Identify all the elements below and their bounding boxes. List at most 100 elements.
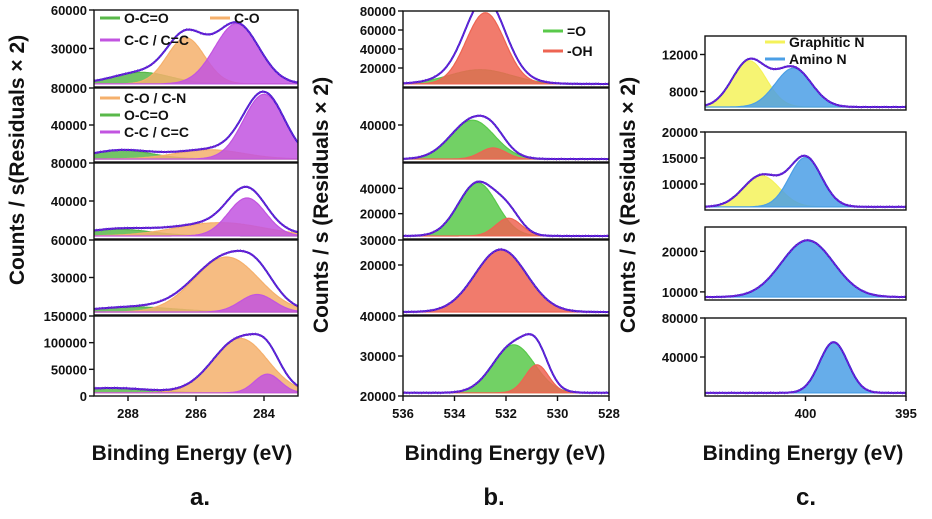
y-tick-label: 30000 — [360, 233, 396, 248]
plot-area — [705, 238, 906, 299]
x-tick-label: 530 — [547, 406, 569, 421]
y-tick-label: 80000 — [51, 156, 87, 171]
plot-area — [403, 11, 609, 86]
plot-area — [94, 332, 298, 394]
legend-label: =O — [567, 23, 586, 39]
raw-data-line — [705, 154, 906, 209]
subplot-b-4: 20000 30000 — [360, 233, 610, 316]
subplot-frame — [704, 131, 907, 211]
plot-area — [94, 20, 298, 85]
subplot-a-1: 30000 60000 O-C=O C-O C-C / C=C — [51, 3, 299, 88]
raw-data-line — [705, 238, 906, 299]
raw-data-line — [94, 249, 298, 311]
y-tick-label: 40000 — [360, 181, 396, 196]
x-tick-label: 284 — [253, 406, 275, 421]
y-tick-label: 15000 — [662, 151, 698, 166]
subplot-c-3: 10000 20000 — [662, 226, 907, 301]
x-tick-label: 400 — [795, 406, 817, 421]
raw-data-line — [403, 11, 609, 86]
y-tick-label: 80000 — [360, 4, 396, 19]
y-tick-label: 30000 — [360, 349, 396, 364]
raw-data-line — [403, 180, 609, 238]
legend-label: Amino N — [789, 51, 847, 67]
legend-label: C-O — [234, 10, 260, 26]
legend-label: O-C=O — [124, 10, 169, 26]
y-tick-label: 80000 — [662, 311, 698, 326]
plot-area — [705, 340, 906, 395]
plot-area — [705, 57, 906, 109]
panel-b: 20000 40000 60000 80000 =O -OH 40000 20000 40000… — [310, 4, 620, 511]
y-tick-label: 30000 — [51, 42, 87, 57]
envelope-line — [705, 341, 906, 394]
x-tick-label: 288 — [117, 406, 139, 421]
y-tick-label: 40000 — [51, 194, 87, 209]
legend-label: C-C / C=C — [124, 32, 189, 48]
x-tick-label: 286 — [185, 406, 207, 421]
y-tick-label: 10000 — [662, 285, 698, 300]
plot-area — [403, 114, 609, 161]
subplot-a-5: 0 50000 100000 150000 — [44, 309, 299, 404]
y-tick-label: 40000 — [51, 118, 87, 133]
y-tick-label: 40000 — [360, 42, 396, 57]
plot-area — [403, 332, 609, 395]
x-axis-label: Binding Energy (eV) — [703, 442, 904, 465]
raw-data-line — [403, 247, 609, 314]
y-tick-label: 20000 — [360, 258, 396, 273]
subplot-b-3: 20000 40000 — [360, 162, 610, 240]
plot-area — [705, 154, 906, 209]
legend-label: O-C=O — [124, 107, 169, 123]
y-tick-label: 12000 — [662, 48, 698, 63]
subplot-b-1: 20000 40000 60000 80000 =O -OH — [360, 4, 610, 88]
subplot-frame — [704, 226, 907, 301]
x-tick-label: 395 — [895, 406, 917, 421]
y-tick-label: 40000 — [360, 118, 396, 133]
panel-letter: c. — [796, 484, 816, 511]
raw-data-line — [94, 20, 298, 84]
subplot-a-2: 40000 80000 C-O / C-NO-C=OC-C / C=C — [51, 81, 299, 163]
y-tick-label: 50000 — [51, 362, 87, 377]
subplot-c-4: 40000 80000 — [662, 311, 907, 397]
y-tick-label: 20000 — [662, 244, 698, 259]
plot-area — [94, 249, 298, 313]
y-tick-label: 20000 — [662, 125, 698, 140]
legend: C-O / C-NO-C=OC-C / C=C — [100, 90, 189, 140]
legend-label: C-O / C-N — [124, 90, 186, 106]
peak-area-amino-n — [705, 239, 906, 298]
y-axis-label: Counts / s (Residuals × 2) — [617, 77, 640, 333]
x-tick-label: 536 — [392, 406, 414, 421]
legend-label: Graphitic N — [789, 34, 864, 50]
y-tick-label: 8000 — [669, 85, 698, 100]
peak-area--oh — [403, 248, 609, 313]
y-tick-label: 60000 — [51, 3, 87, 18]
x-tick-label: 528 — [598, 406, 620, 421]
x-axis-label: Binding Energy (eV) — [92, 442, 293, 465]
y-tick-label: 40000 — [662, 350, 698, 365]
y-tick-label: 60000 — [51, 233, 87, 248]
plot-area — [94, 90, 298, 160]
raw-data-line — [705, 340, 906, 395]
raw-data-line — [403, 332, 609, 395]
y-tick-label: 40000 — [360, 309, 396, 324]
x-tick-label: 532 — [495, 406, 517, 421]
y-axis-label: Counts / s (Residuals × 2) — [310, 77, 333, 333]
peak-area-c-c-c-c — [94, 373, 298, 394]
peak-area-c-c-c-c — [94, 197, 298, 237]
y-tick-label: 20000 — [360, 207, 396, 222]
subplot-a-3: 40000 80000 — [51, 156, 299, 240]
y-tick-label: 30000 — [51, 271, 87, 286]
y-tick-label: 0 — [80, 389, 87, 404]
panel-letter: a. — [190, 484, 210, 511]
y-tick-label: 20000 — [360, 389, 396, 404]
y-tick-label: 100000 — [44, 336, 87, 351]
peak-area--o — [403, 344, 609, 394]
legend: O-C=O C-O C-C / C=C — [100, 10, 260, 48]
peak-area-c-c-c-c — [94, 293, 298, 313]
y-tick-label: 150000 — [44, 309, 87, 324]
y-axis-label: Counts / s(Residuals × 2) — [6, 35, 29, 285]
legend: =O -OH — [543, 23, 593, 59]
subplot-c-2: 10000 15000 20000 — [662, 125, 907, 211]
subplot-frame — [704, 317, 907, 397]
raw-data-line — [94, 90, 298, 155]
x-axis-label: Binding Energy (eV) — [405, 442, 606, 465]
